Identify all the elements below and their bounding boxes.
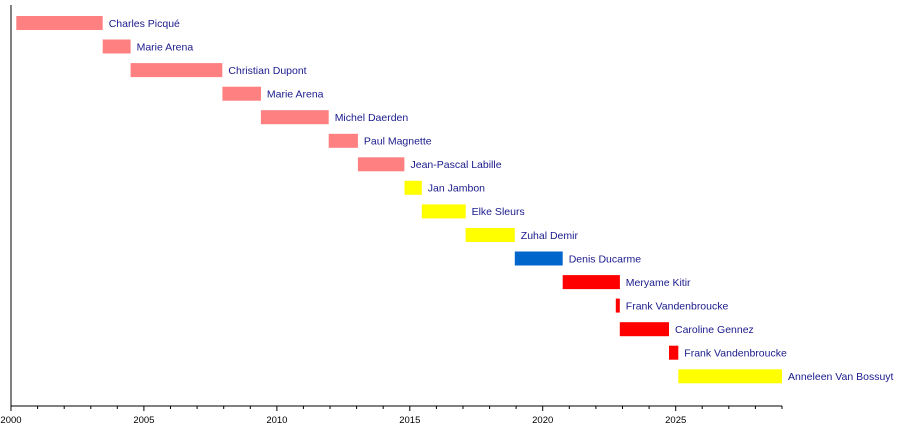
- bar-label: Paul Magnette: [364, 136, 432, 148]
- bar-label: Charles Picqué: [109, 18, 180, 30]
- timeline-bar: [514, 251, 563, 266]
- ticks-group: 2000 2005 2010 2015 2020 2025: [0, 406, 783, 425]
- bar-label: Jean-Pascal Labille: [411, 159, 502, 171]
- timeline-bar: [615, 298, 620, 313]
- bar-label: Meryame Kitir: [626, 277, 691, 289]
- bar-label: Michel Daerden: [335, 112, 409, 124]
- bar-label: Jan Jambon: [428, 183, 485, 195]
- x-tick-label: 2015: [399, 415, 420, 425]
- bar-label: Frank Vandenbroucke: [684, 348, 787, 360]
- timeline-bar: [465, 228, 515, 242]
- bars-group: [16, 16, 782, 384]
- timeline-bar: [404, 180, 422, 195]
- timeline-bar: [678, 369, 782, 384]
- timeline-bar: [102, 39, 131, 54]
- bar-label: Caroline Gennez: [675, 324, 754, 336]
- bar-label: Marie Arena: [267, 89, 324, 101]
- timeline-bar: [619, 322, 669, 337]
- x-tick-label: 2025: [665, 415, 686, 425]
- timeline-bar: [328, 133, 358, 148]
- timeline-bar: [357, 157, 405, 172]
- labels-group: Charles Picqué Marie Arena Christian Dupon…: [109, 18, 894, 383]
- timeline-bar: [669, 345, 679, 360]
- x-tick-label: 2010: [266, 415, 287, 425]
- x-tick-label: 2020: [532, 415, 553, 425]
- bar-label: Marie Arena: [137, 41, 194, 53]
- x-tick-label: 2000: [0, 415, 21, 425]
- bar-label: Denis Ducarme: [569, 253, 642, 265]
- timeline-bar: [130, 63, 223, 78]
- timeline-bar: [562, 275, 620, 290]
- x-tick-label: 2005: [133, 415, 154, 425]
- bar-label: Frank Vandenbroucke: [626, 300, 729, 312]
- bar-label: Christian Dupont: [228, 65, 306, 77]
- bar-label: Zuhal Demir: [521, 230, 579, 242]
- timeline-bar: [421, 204, 466, 219]
- timeline-bar: [16, 16, 103, 30]
- bar-label: Elke Sleurs: [472, 206, 525, 218]
- bar-label: Anneleen Van Bossuyt: [788, 371, 894, 383]
- timeline-bar: [260, 110, 329, 125]
- timeline-bar: [222, 86, 261, 101]
